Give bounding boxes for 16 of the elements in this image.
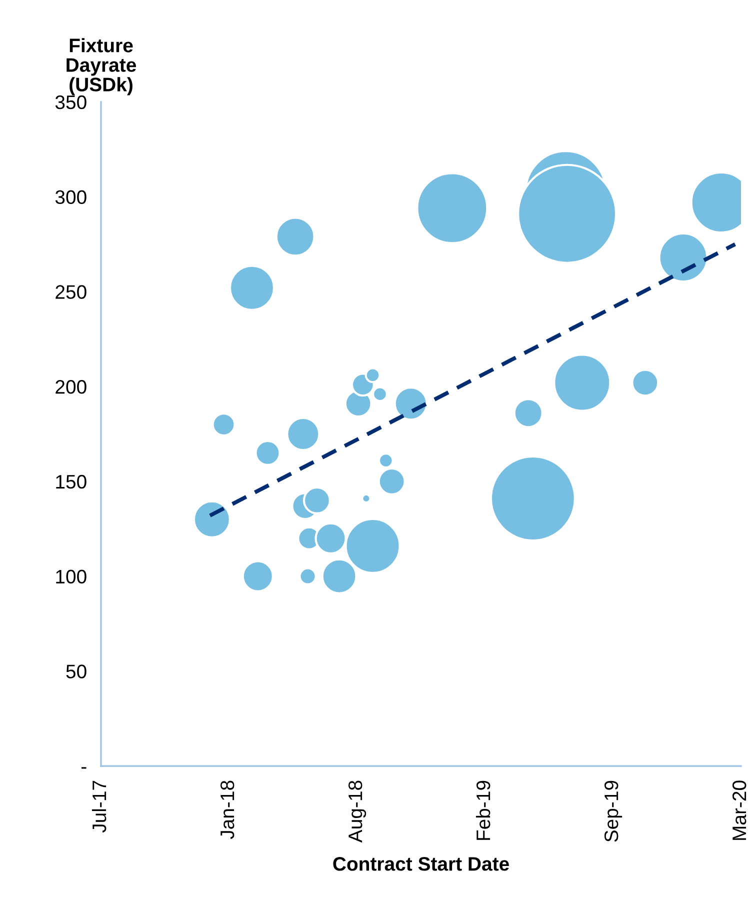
y-tick-label: 300 <box>55 190 86 204</box>
y-tick-label: 200 <box>56 380 86 394</box>
y-tick-label: 350 <box>55 95 86 110</box>
x-tick-label: Feb-19 <box>476 780 490 840</box>
y-tick-label: 150 <box>56 474 86 489</box>
y-tick-label: - <box>82 767 86 769</box>
x-axis-title: Contract Start Date <box>333 857 509 871</box>
y-tick-label: 50 <box>66 664 86 678</box>
x-tick-label: Mar-20 <box>732 780 746 840</box>
y-tick-label: 100 <box>56 570 86 584</box>
x-tick-label: Sep-19 <box>604 780 622 842</box>
x-tick-label: Aug-18 <box>348 780 366 843</box>
y-axis-title: Fixture Dayrate (USDk) <box>66 38 136 96</box>
x-tick-label: Jul-17 <box>92 780 106 833</box>
x-tick-label: Jan-18 <box>220 780 234 840</box>
y-tick-label: 250 <box>56 285 86 299</box>
